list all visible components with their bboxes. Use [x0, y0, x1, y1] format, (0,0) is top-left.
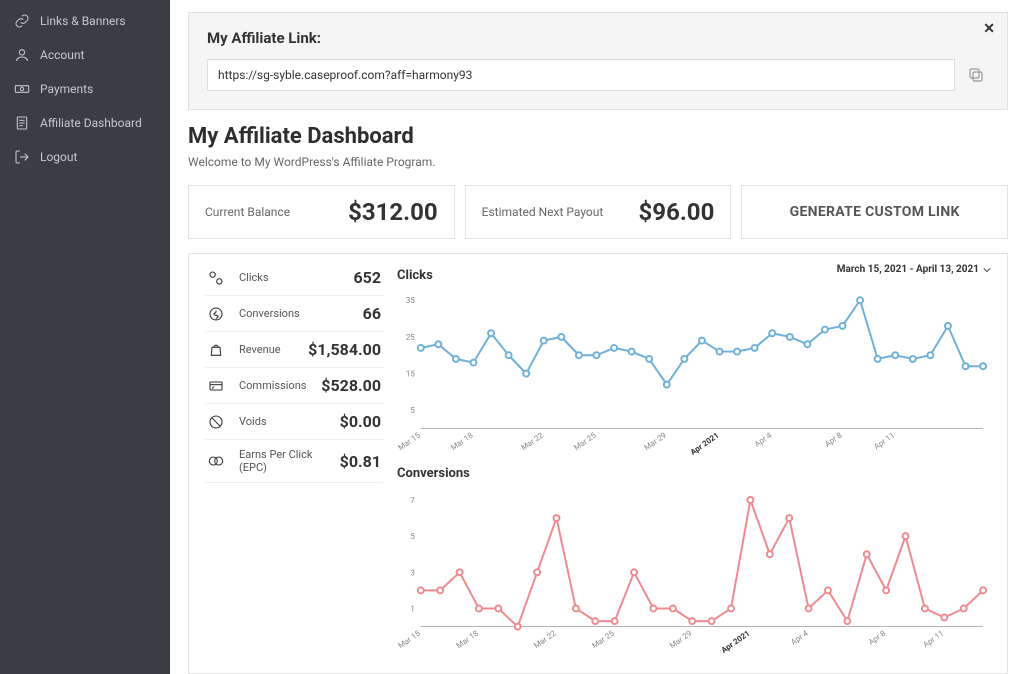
stat-voids: Voids $0.00 — [205, 404, 383, 440]
page-title: My Affiliate Dashboard — [188, 124, 1008, 149]
svg-text:Apr 8: Apr 8 — [823, 430, 844, 448]
svg-text:Mar 25: Mar 25 — [572, 430, 598, 452]
affiliate-link-title: My Affiliate Link: — [207, 29, 989, 47]
logout-icon — [14, 149, 30, 165]
user-icon — [14, 47, 30, 63]
sidebar-item-label: Logout — [40, 150, 77, 164]
stats-column: Clicks 652 Conversions 66 Revenue $1,584.00 Co… — [205, 268, 383, 665]
stat-label: Commissions — [239, 379, 313, 392]
payout-label: Estimated Next Payout — [482, 205, 604, 219]
stat-value: 66 — [363, 304, 381, 323]
svg-text:Apr 11: Apr 11 — [921, 629, 945, 650]
bag-icon — [207, 342, 225, 358]
comm-icon — [207, 378, 225, 394]
doc-icon — [14, 115, 30, 131]
stat-label: Earns Per Click (EPC) — [239, 448, 332, 474]
stat-label: Clicks — [239, 271, 345, 284]
balance-card: Current Balance $312.00 — [188, 185, 455, 239]
stat-clicks: Clicks 652 — [205, 268, 383, 296]
stat-value: $1,584.00 — [308, 340, 381, 359]
stat-value: $0.81 — [340, 452, 381, 471]
sidebar-item-logout[interactable]: Logout — [0, 140, 170, 174]
sidebar-item-label: Payments — [40, 82, 93, 96]
sidebar-item-label: Account — [40, 48, 84, 62]
svg-text:Mar 29: Mar 29 — [668, 629, 693, 651]
svg-text:3: 3 — [410, 569, 414, 578]
date-range-text: March 15, 2021 - April 13, 2021 — [837, 264, 979, 275]
svg-text:Mar 22: Mar 22 — [532, 629, 558, 651]
copy-icon[interactable] — [963, 62, 989, 88]
chevron-down-icon — [983, 266, 991, 274]
main-content: ✕ My Affiliate Link: My Affiliate Dashbo… — [170, 0, 1024, 674]
svg-text:5: 5 — [410, 532, 415, 541]
stat-value: $0.00 — [340, 412, 381, 431]
svg-text:Apr 4: Apr 4 — [753, 430, 774, 448]
svg-text:1: 1 — [410, 605, 414, 614]
svg-text:Apr 8: Apr 8 — [867, 629, 888, 647]
stat-value: 652 — [353, 268, 381, 287]
stat-label: Revenue — [239, 343, 300, 356]
svg-text:15: 15 — [406, 370, 415, 379]
svg-text:35: 35 — [406, 296, 415, 305]
svg-text:Apr 4: Apr 4 — [789, 629, 810, 647]
affiliate-link-input[interactable] — [207, 59, 955, 91]
payout-value: $96.00 — [639, 198, 715, 226]
svg-text:Mar 18: Mar 18 — [449, 430, 475, 452]
sidebar-item-payments[interactable]: Payments — [0, 72, 170, 106]
svg-text:25: 25 — [406, 333, 415, 342]
stat-earns-per-click-epc-: Earns Per Click (EPC) $0.81 — [205, 440, 383, 483]
svg-text:Mar 22: Mar 22 — [519, 430, 545, 452]
clicks-chart: 5 15 25 35 Mar 15 Mar 18 Mar 22 Mar 25 Mar 29 Apr… — [397, 285, 991, 458]
svg-text:Mar 18: Mar 18 — [455, 629, 481, 651]
date-range-picker[interactable]: March 15, 2021 - April 13, 2021 — [837, 264, 991, 275]
payout-card: Estimated Next Payout $96.00 — [465, 185, 732, 239]
link-icon — [14, 13, 30, 29]
stat-conversions: Conversions 66 — [205, 296, 383, 332]
cash-icon — [14, 81, 30, 97]
stat-label: Voids — [239, 415, 332, 428]
charts-column: March 15, 2021 - April 13, 2021 Clicks 5… — [397, 268, 991, 665]
sidebar-item-label: Links & Banners — [40, 14, 126, 28]
stat-revenue: Revenue $1,584.00 — [205, 332, 383, 368]
sidebar-item-affiliate-dashboard[interactable]: Affiliate Dashboard — [0, 106, 170, 140]
void-icon — [207, 414, 225, 430]
svg-text:Mar 29: Mar 29 — [642, 431, 667, 453]
clicks-icon — [207, 270, 225, 286]
conversions-chart: 1 3 5 7 Mar 15 Mar 18 Mar 22 Mar 25 Mar 29 Apr 20… — [397, 483, 991, 656]
svg-text:5: 5 — [410, 406, 415, 415]
conversions-chart-title: Conversions — [397, 466, 991, 481]
balance-label: Current Balance — [205, 205, 290, 219]
dashboard-panel: Clicks 652 Conversions 66 Revenue $1,584.00 Co… — [188, 253, 1008, 674]
svg-text:Mar 25: Mar 25 — [590, 629, 616, 651]
generate-link-label: GENERATE CUSTOM LINK — [790, 204, 960, 220]
sidebar-item-label: Affiliate Dashboard — [40, 116, 142, 130]
stat-value: $528.00 — [321, 376, 381, 395]
svg-text:7: 7 — [410, 496, 415, 505]
welcome-text: Welcome to My WordPress's Affiliate Prog… — [188, 155, 1008, 169]
conv-icon — [207, 306, 225, 322]
stat-commissions: Commissions $528.00 — [205, 368, 383, 404]
svg-text:Apr 2021: Apr 2021 — [720, 629, 752, 655]
sidebar-item-links-banners[interactable]: Links & Banners — [0, 4, 170, 38]
epc-icon — [207, 453, 225, 469]
sidebar-item-account[interactable]: Account — [0, 38, 170, 72]
stat-label: Conversions — [239, 307, 355, 320]
generate-link-button[interactable]: GENERATE CUSTOM LINK — [741, 185, 1008, 239]
close-icon[interactable]: ✕ — [983, 21, 995, 37]
svg-text:Mar 15: Mar 15 — [397, 430, 422, 452]
svg-text:Apr 2021: Apr 2021 — [689, 431, 721, 457]
affiliate-link-box: ✕ My Affiliate Link: — [188, 12, 1008, 110]
sidebar: Links & Banners Account Payments Affiliate … — [0, 0, 170, 674]
svg-text:Mar 15: Mar 15 — [397, 629, 422, 651]
svg-text:Apr 11: Apr 11 — [872, 431, 896, 452]
balance-value: $312.00 — [348, 198, 438, 226]
